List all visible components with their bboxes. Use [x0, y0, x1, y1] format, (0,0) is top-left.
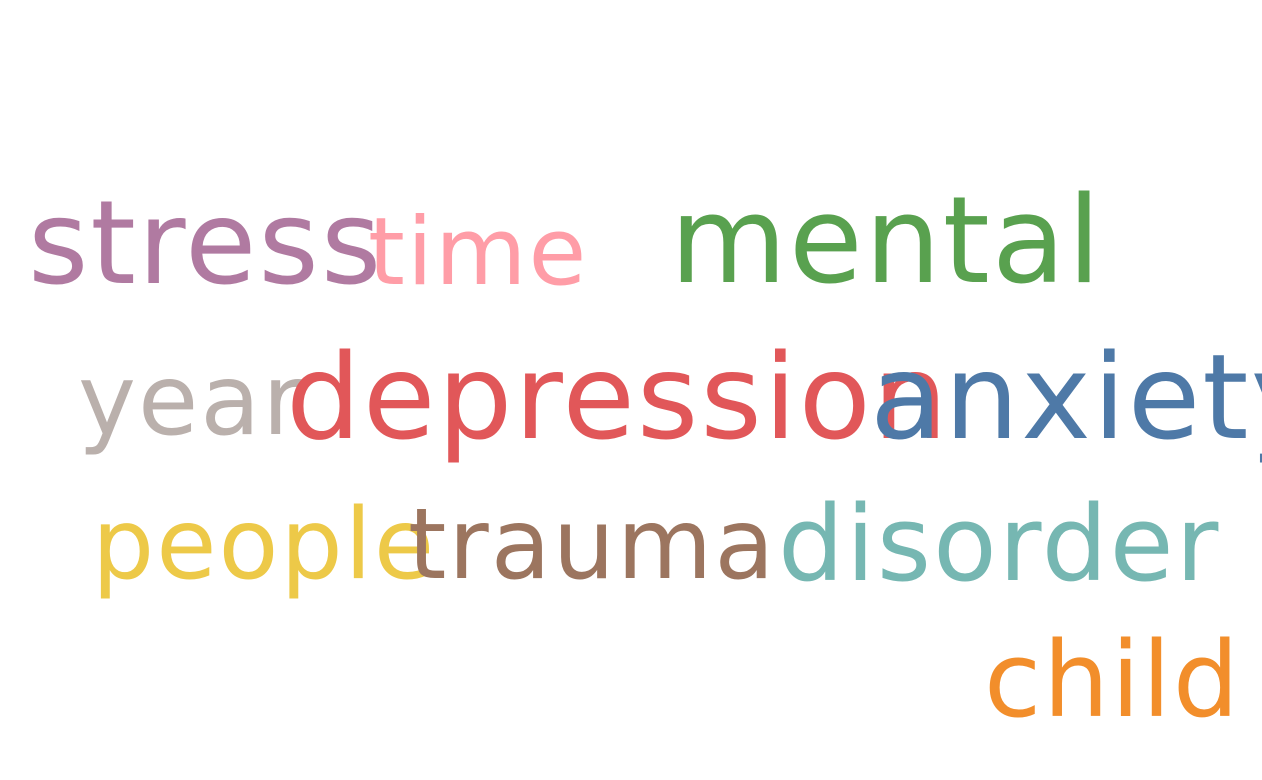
word-trauma: trauma [408, 488, 777, 602]
word-child: child [984, 619, 1241, 741]
word-stress: stress [28, 176, 384, 311]
word-disorder: disorder [778, 483, 1221, 605]
word-year: year [78, 344, 305, 458]
word-time: time [368, 198, 589, 307]
word-mental: mental [670, 172, 1103, 311]
word-anxiety: anxiety [870, 328, 1262, 466]
word-people: people [92, 488, 437, 602]
word-depression: depression [286, 328, 950, 466]
